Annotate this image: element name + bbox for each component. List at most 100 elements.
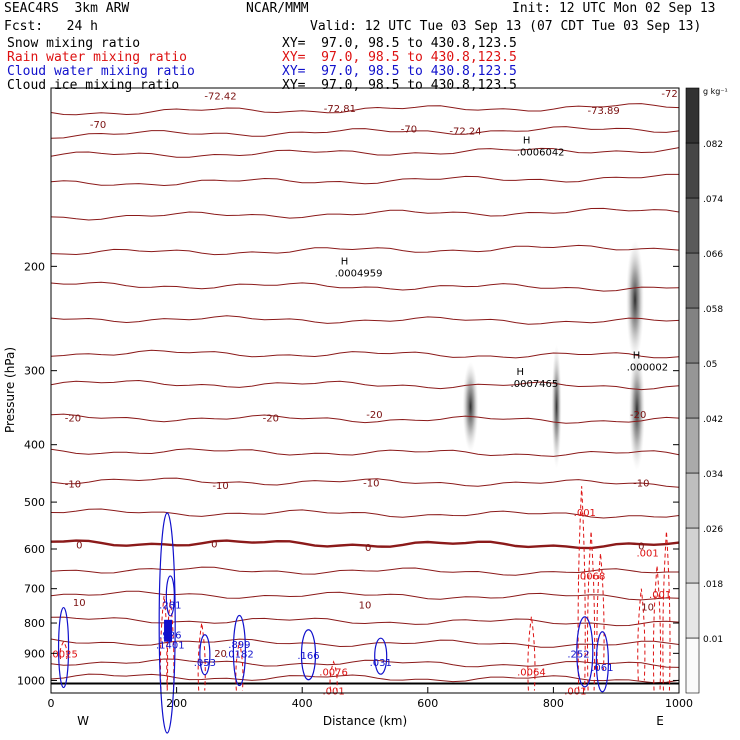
x-tick-label: 0 <box>48 697 55 710</box>
colorbar-label: .05 <box>703 360 717 370</box>
snow-shade-region <box>626 240 645 361</box>
y-tick-label: 600 <box>24 543 45 556</box>
rain-contour <box>587 531 596 691</box>
cloud-water-label: .252 <box>567 649 589 660</box>
colorbar-label: .074 <box>703 195 723 205</box>
snow-max-label: .0006042 <box>517 148 565 159</box>
colorbar-swatch <box>685 252 700 309</box>
colorbar-unit: g kg⁻¹ <box>703 87 728 96</box>
x-tick-label: 400 <box>292 697 313 710</box>
colorbar-label: .058 <box>703 305 723 315</box>
field-xy-cloud-ice: XY= 97.0, 98.5 to 430.8,123.5 <box>282 78 517 93</box>
isotherm-label: 0 <box>211 539 217 550</box>
isotherm-line <box>50 173 679 187</box>
isotherm-label: -20 <box>263 414 279 425</box>
isotherm-line <box>50 539 680 550</box>
colorbar-label: .066 <box>703 250 723 260</box>
colorbar-swatch <box>685 417 700 474</box>
cloud-water-contour <box>199 634 211 676</box>
colorbar-label: .042 <box>703 415 723 425</box>
rain-label: .001 <box>636 548 658 559</box>
isotherm-line <box>50 566 679 576</box>
rain-contour-layer <box>59 486 671 691</box>
rain-label: .0068 <box>577 571 606 582</box>
field-xy-rain: XY= 97.0, 98.5 to 430.8,123.5 <box>282 50 517 65</box>
cloud-water-contour <box>595 631 609 693</box>
snow-shade-region <box>551 344 562 469</box>
isotherm-label: -72.81 <box>324 104 356 115</box>
isotherm-label: 0 <box>76 541 82 552</box>
cloud-water-contour <box>576 616 594 688</box>
valid-time: Valid: 12 UTC Tue 03 Sep 13 (07 CDT Tue … <box>310 19 702 34</box>
isotherm-label: -10 <box>212 481 228 492</box>
cloud-water-contour <box>300 629 317 681</box>
rain-contour <box>329 660 338 691</box>
isotherm-line <box>50 673 680 684</box>
colorbar-swatch <box>685 197 700 254</box>
snow-max-marker: H <box>517 367 525 378</box>
field-name-cloud-ice: Cloud ice mixing ratio <box>7 78 180 93</box>
isotherm-label: -20 <box>630 410 646 421</box>
rain-contour <box>159 595 169 691</box>
isotherm-line <box>50 147 680 158</box>
isotherm-label: -10 <box>363 478 379 489</box>
y-tick-label: 200 <box>24 260 45 273</box>
x-tick-label: 800 <box>543 697 564 710</box>
y-tick-label: 900 <box>24 647 45 660</box>
isotherm-line <box>50 590 680 601</box>
isotherm-line <box>50 658 680 668</box>
y-tick-label: 300 <box>24 365 45 378</box>
rain-contour <box>166 599 175 691</box>
y-tick-label: 1000 <box>17 674 45 687</box>
rain-contour <box>59 640 68 660</box>
isotherm-line <box>50 413 680 424</box>
cloud-water-contour-layer <box>57 512 609 734</box>
organization-label: NCAR/MMM <box>246 1 309 16</box>
cloud-water-label: .061 <box>591 663 613 674</box>
cloud-water-label: .031 <box>370 658 392 669</box>
colorbar-swatch <box>685 362 700 419</box>
isotherm-label: 10 <box>73 598 86 609</box>
y-tick-label: 800 <box>24 617 45 630</box>
isotherm-label: -70 <box>401 124 417 135</box>
rain-contour <box>662 531 671 691</box>
cloud-water-contour <box>232 614 246 687</box>
colorbar-label: .026 <box>703 525 723 535</box>
cloud-water-label: .0182 <box>225 649 254 660</box>
model-title: SEAC4RS 3km ARW <box>4 1 130 16</box>
cloud-water-contour <box>165 575 175 617</box>
snow-shading-layer <box>462 240 645 471</box>
isotherm-label: -20 <box>65 414 81 425</box>
y-tick-label: 400 <box>24 439 45 452</box>
isotherm-label: -72 <box>661 89 677 100</box>
isotherm-line <box>50 638 680 648</box>
field-name-snow: Snow mixing ratio <box>7 36 141 51</box>
isotherm-label: 20 <box>214 649 227 660</box>
rain-label: .0025 <box>49 649 78 660</box>
colorbar: 0.01 .018 .026 .034 .042 .05 .058 .066 .074 .082 <box>685 87 723 694</box>
y-tick-label: 700 <box>24 583 45 596</box>
isotherm-line <box>50 448 680 457</box>
colorbar-label: .034 <box>703 470 723 480</box>
isotherm-line <box>50 616 680 627</box>
rain-contour <box>577 486 586 691</box>
isotherm-layer <box>50 103 680 685</box>
rain-label: .001 <box>649 590 671 601</box>
isotherm-label: -10 <box>633 478 649 489</box>
field-name-cloud-water: Cloud water mixing ratio <box>7 64 195 79</box>
rain-label: .001 <box>574 508 596 519</box>
isotherm-line <box>50 508 680 519</box>
cloud-water-contour <box>374 637 388 675</box>
direction-west: W <box>77 714 89 728</box>
isotherm-label: -10 <box>65 479 81 490</box>
isotherm-line <box>50 315 680 325</box>
snow-shade-region <box>628 350 645 471</box>
field-xy-cloud-water: XY= 97.0, 98.5 to 430.8,123.5 <box>282 64 517 79</box>
cloud-water-label: .1401 <box>156 641 185 652</box>
x-axis-label: Distance (km) <box>323 714 407 728</box>
rain-label: .0064 <box>517 667 546 678</box>
x-tick-label: 1000 <box>665 697 693 710</box>
rain-contour <box>527 616 536 691</box>
